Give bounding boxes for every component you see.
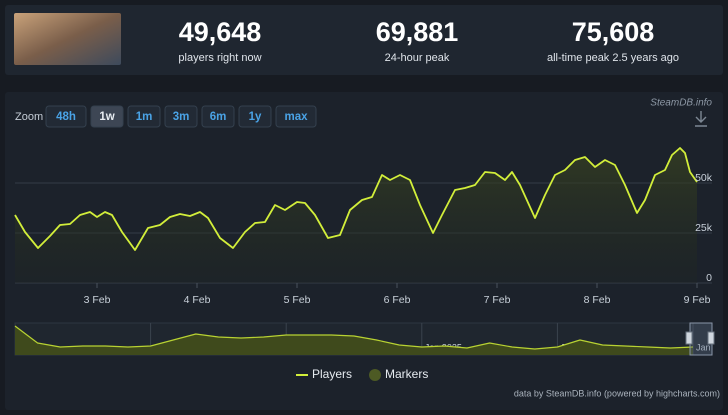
zoom-button[interactable] (127, 105, 161, 128)
navigator-handle[interactable] (685, 331, 693, 345)
line-series (14, 147, 698, 251)
zoom-button-label[interactable]: max (284, 111, 308, 123)
zoom-button[interactable] (164, 105, 198, 128)
zoom-button-label[interactable]: 48h (56, 111, 76, 123)
x-tick-label: 4 Feb (184, 294, 211, 306)
zoom-button-label[interactable]: 6m (210, 111, 227, 123)
x-tick-label: 3 Feb (84, 294, 111, 306)
x-tick-label: 6 Feb (384, 294, 411, 306)
stats-panel (5, 5, 723, 75)
navigator-label: Jan (696, 342, 711, 352)
zoom-button[interactable] (45, 105, 87, 128)
y-tick-label: 50k (695, 172, 713, 184)
credits: data by SteamDB.info (powered by highcha… (514, 388, 720, 398)
zoom-button-label[interactable]: 1w (99, 111, 114, 123)
y-tick-label: 25k (695, 222, 713, 234)
zoom-label: Zoom (15, 111, 43, 123)
legend-label[interactable]: Players (312, 367, 352, 381)
x-tick-label: 5 Feb (284, 294, 311, 306)
stat-value: 49,648 (179, 17, 262, 47)
site-label: SteamDB.info (650, 98, 712, 109)
zoom-button[interactable] (201, 105, 235, 128)
y-tick-label: 0 (706, 272, 712, 284)
stat-label: all-time peak 2.5 years ago (547, 52, 679, 64)
zoom-button[interactable] (238, 105, 272, 128)
stat-value: 69,881 (376, 17, 459, 47)
game-thumbnail (14, 13, 121, 65)
x-tick-label: 9 Feb (684, 294, 711, 306)
line-area (15, 148, 697, 283)
line-area (15, 326, 693, 355)
stat-value: 75,608 (572, 17, 655, 47)
stat-label: players right now (178, 52, 261, 64)
legend-label[interactable]: Markers (385, 367, 428, 381)
x-tick-label: 8 Feb (584, 294, 611, 306)
zoom-button-label[interactable]: 1m (136, 111, 153, 123)
download-icon[interactable] (695, 111, 707, 127)
navigator-handle[interactable] (707, 331, 715, 345)
x-tick-label: 7 Feb (484, 294, 511, 306)
zoom-button[interactable] (90, 105, 124, 128)
zoom-button-label[interactable]: 3m (173, 111, 190, 123)
stat-label: 24-hour peak (385, 52, 450, 64)
zoom-button[interactable] (275, 105, 317, 128)
line-series (14, 325, 694, 350)
legend-symbol[interactable] (369, 369, 381, 381)
zoom-button-label[interactable]: 1y (249, 111, 262, 123)
